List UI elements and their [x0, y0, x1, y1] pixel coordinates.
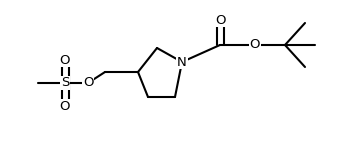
Text: O: O — [250, 38, 260, 51]
Text: O: O — [60, 100, 70, 113]
Text: O: O — [215, 13, 225, 27]
Text: O: O — [60, 53, 70, 66]
Text: N: N — [177, 55, 187, 69]
Text: S: S — [61, 77, 69, 89]
Text: O: O — [83, 77, 93, 89]
